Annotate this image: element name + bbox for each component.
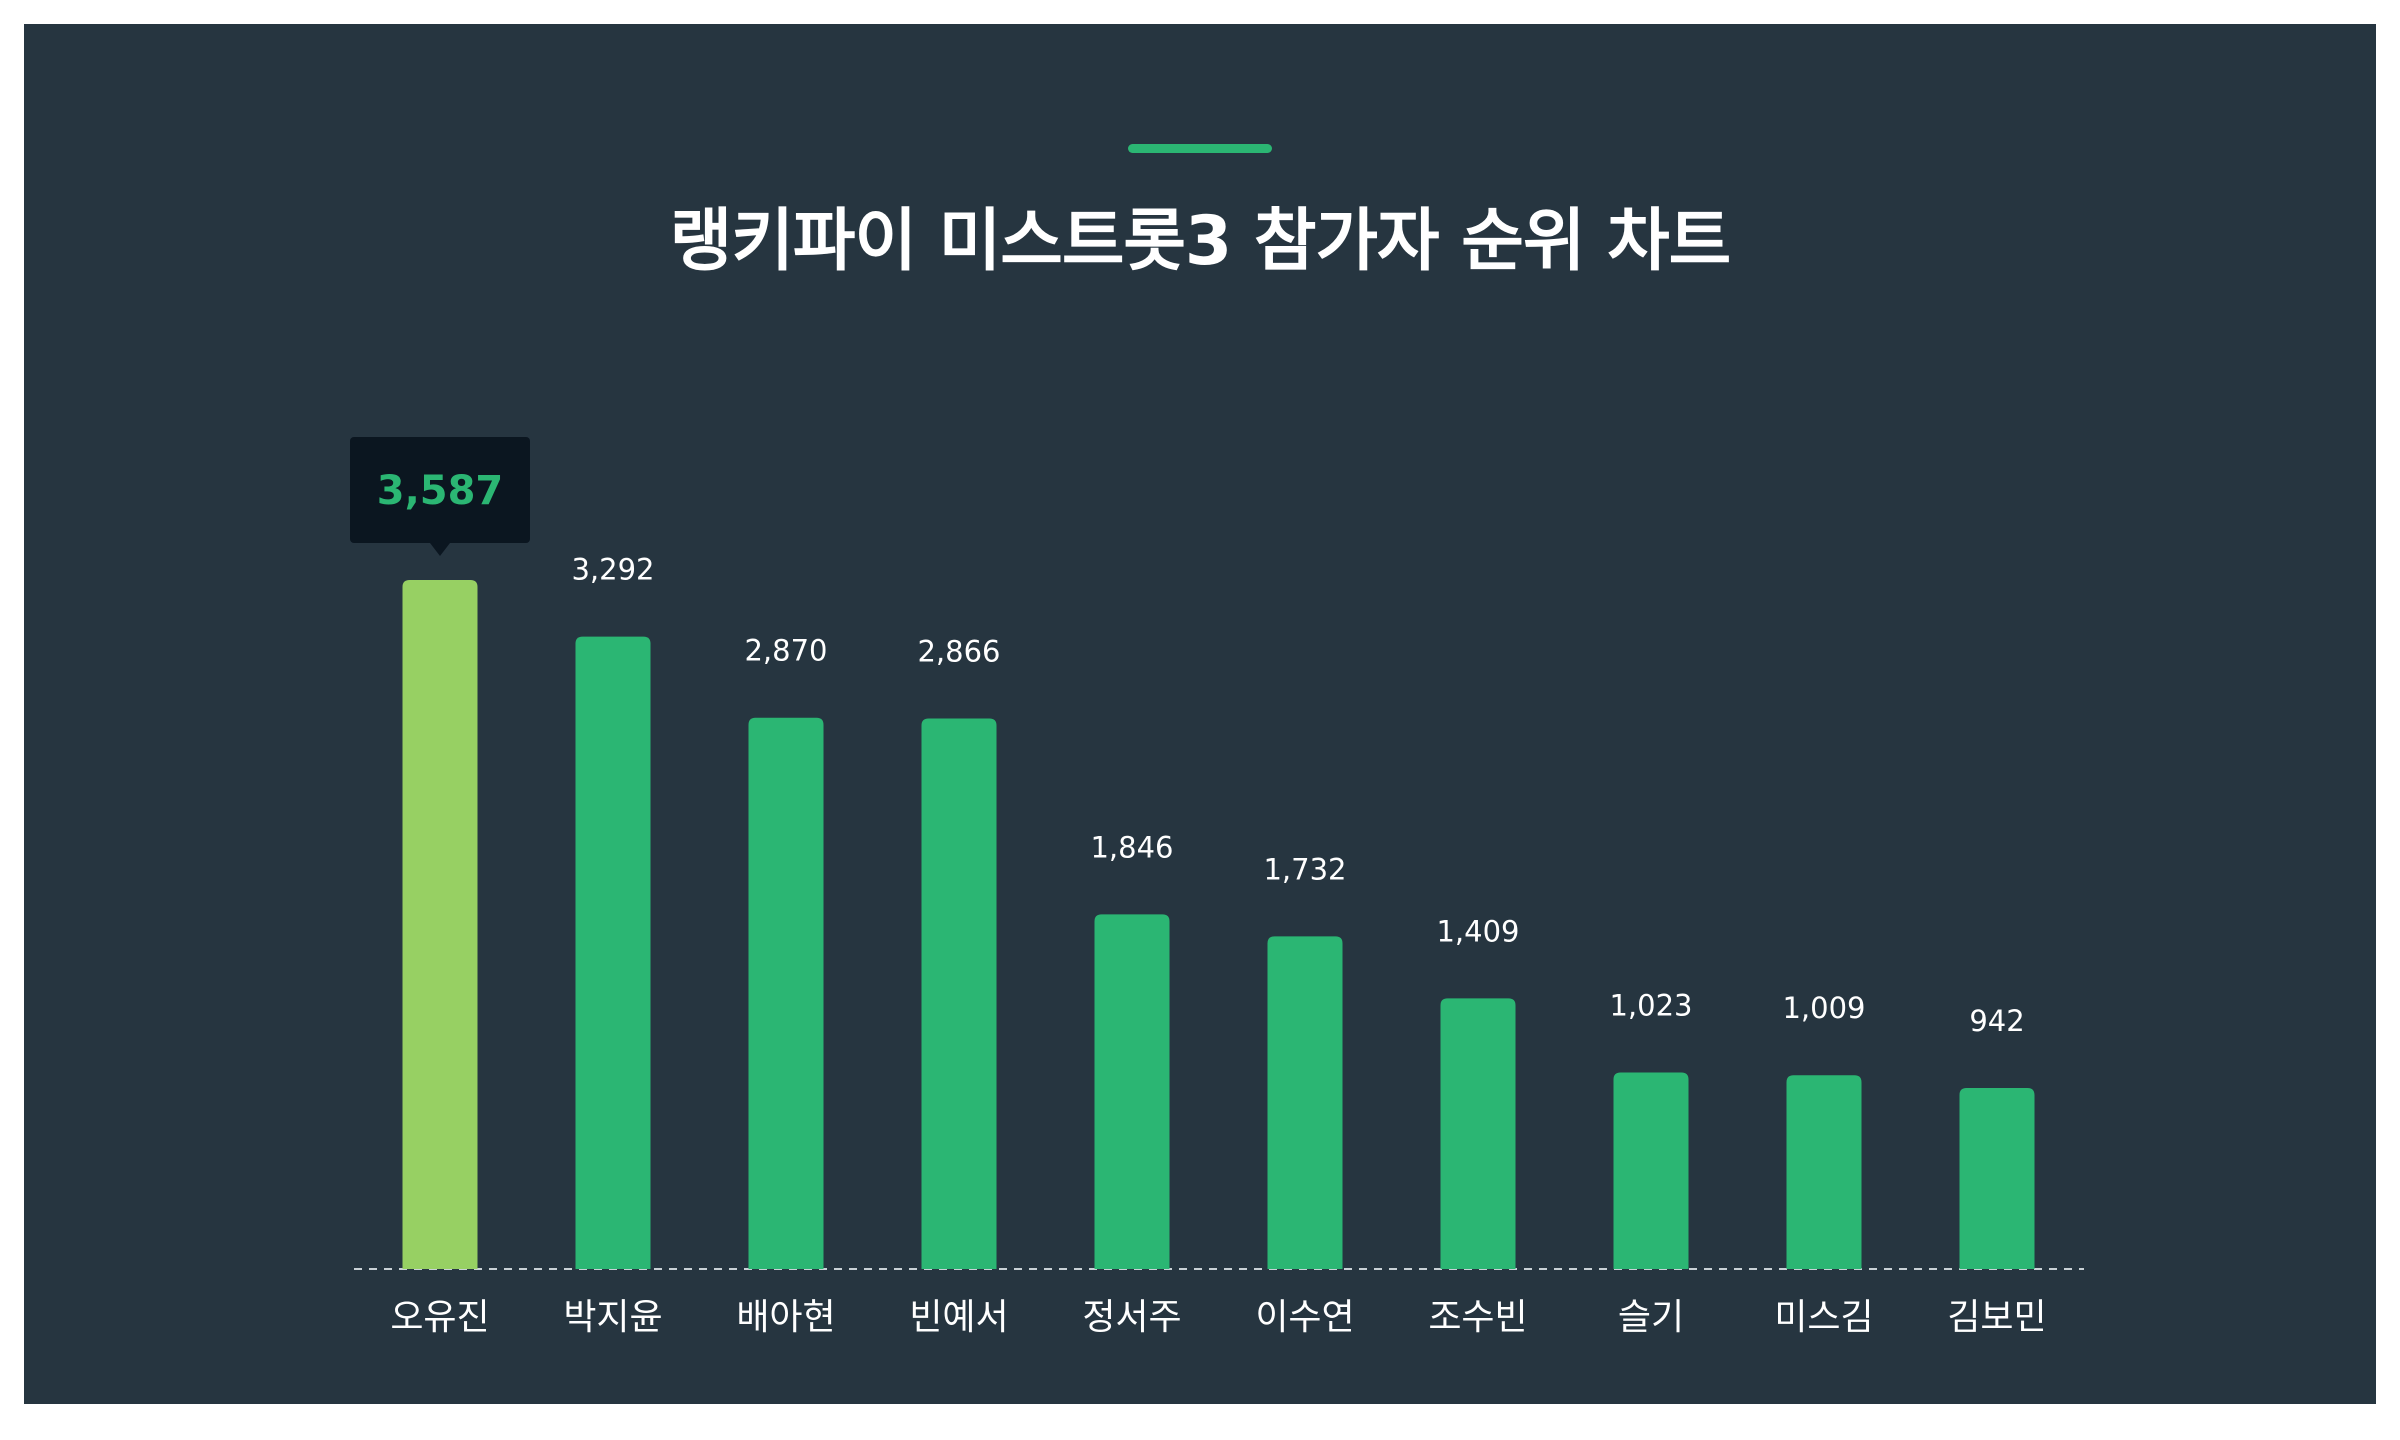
bar-8[interactable] [1786, 1075, 1862, 1269]
category-label-8: 미스김 [1774, 1297, 1873, 1338]
data-label-1: 3,292 [571, 553, 654, 587]
bar-6[interactable] [1440, 998, 1516, 1269]
bar-3[interactable] [921, 718, 997, 1269]
bar-9[interactable] [1959, 1088, 2035, 1269]
bar-5[interactable] [1267, 936, 1343, 1269]
data-label-9: 942 [1969, 1004, 2024, 1038]
data-label-6: 1,409 [1436, 914, 1519, 948]
chart-title: 랭키파이 미스트롯3 참가자 순위 차트 [669, 202, 1731, 281]
category-label-0: 오유진 [390, 1297, 489, 1338]
data-label-7: 1,023 [1609, 988, 1692, 1022]
bar-chart: 3,587 오유진 3,292 박지윤 2,870 배아현 2,866 빈예서 1,846 정서주… [350, 437, 2084, 1338]
bar-4[interactable] [1094, 914, 1170, 1269]
category-label-6: 조수빈 [1428, 1297, 1527, 1338]
category-label-1: 박지윤 [563, 1297, 662, 1338]
bar-2[interactable] [748, 717, 824, 1269]
category-label-3: 빈예서 [909, 1297, 1008, 1338]
chart-panel: 랭키파이 미스트롯3 참가자 순위 차트 3,587 오유진 3,292 박지윤 2,8… [24, 24, 2376, 1404]
title-accent-line [1128, 144, 1272, 153]
data-label-4: 1,846 [1090, 830, 1173, 864]
data-label-3: 2,866 [917, 634, 1000, 668]
category-label-5: 이수연 [1255, 1297, 1354, 1338]
data-label-0: 3,587 [377, 468, 504, 514]
data-label-2: 2,870 [744, 634, 827, 668]
bar-0[interactable] [402, 580, 478, 1269]
tooltip-arrow [430, 543, 450, 556]
category-label-9: 김보민 [1947, 1297, 2046, 1338]
category-label-7: 슬기 [1618, 1297, 1684, 1338]
data-label-8: 1,009 [1782, 991, 1865, 1025]
value-tooltip [350, 437, 530, 543]
bar-7[interactable] [1613, 1072, 1689, 1269]
bar-1[interactable] [575, 636, 651, 1269]
category-label-4: 정서주 [1082, 1297, 1181, 1338]
category-label-2: 배아현 [736, 1297, 835, 1338]
data-label-5: 1,732 [1263, 852, 1346, 886]
